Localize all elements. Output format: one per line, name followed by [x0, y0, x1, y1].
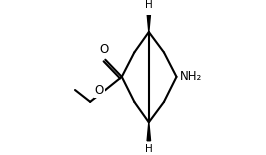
- Text: NH₂: NH₂: [180, 70, 202, 83]
- Polygon shape: [147, 13, 151, 32]
- Text: H: H: [145, 144, 153, 154]
- Text: H: H: [145, 0, 153, 10]
- Text: O: O: [99, 43, 109, 56]
- Text: O: O: [95, 84, 104, 97]
- Polygon shape: [147, 122, 151, 141]
